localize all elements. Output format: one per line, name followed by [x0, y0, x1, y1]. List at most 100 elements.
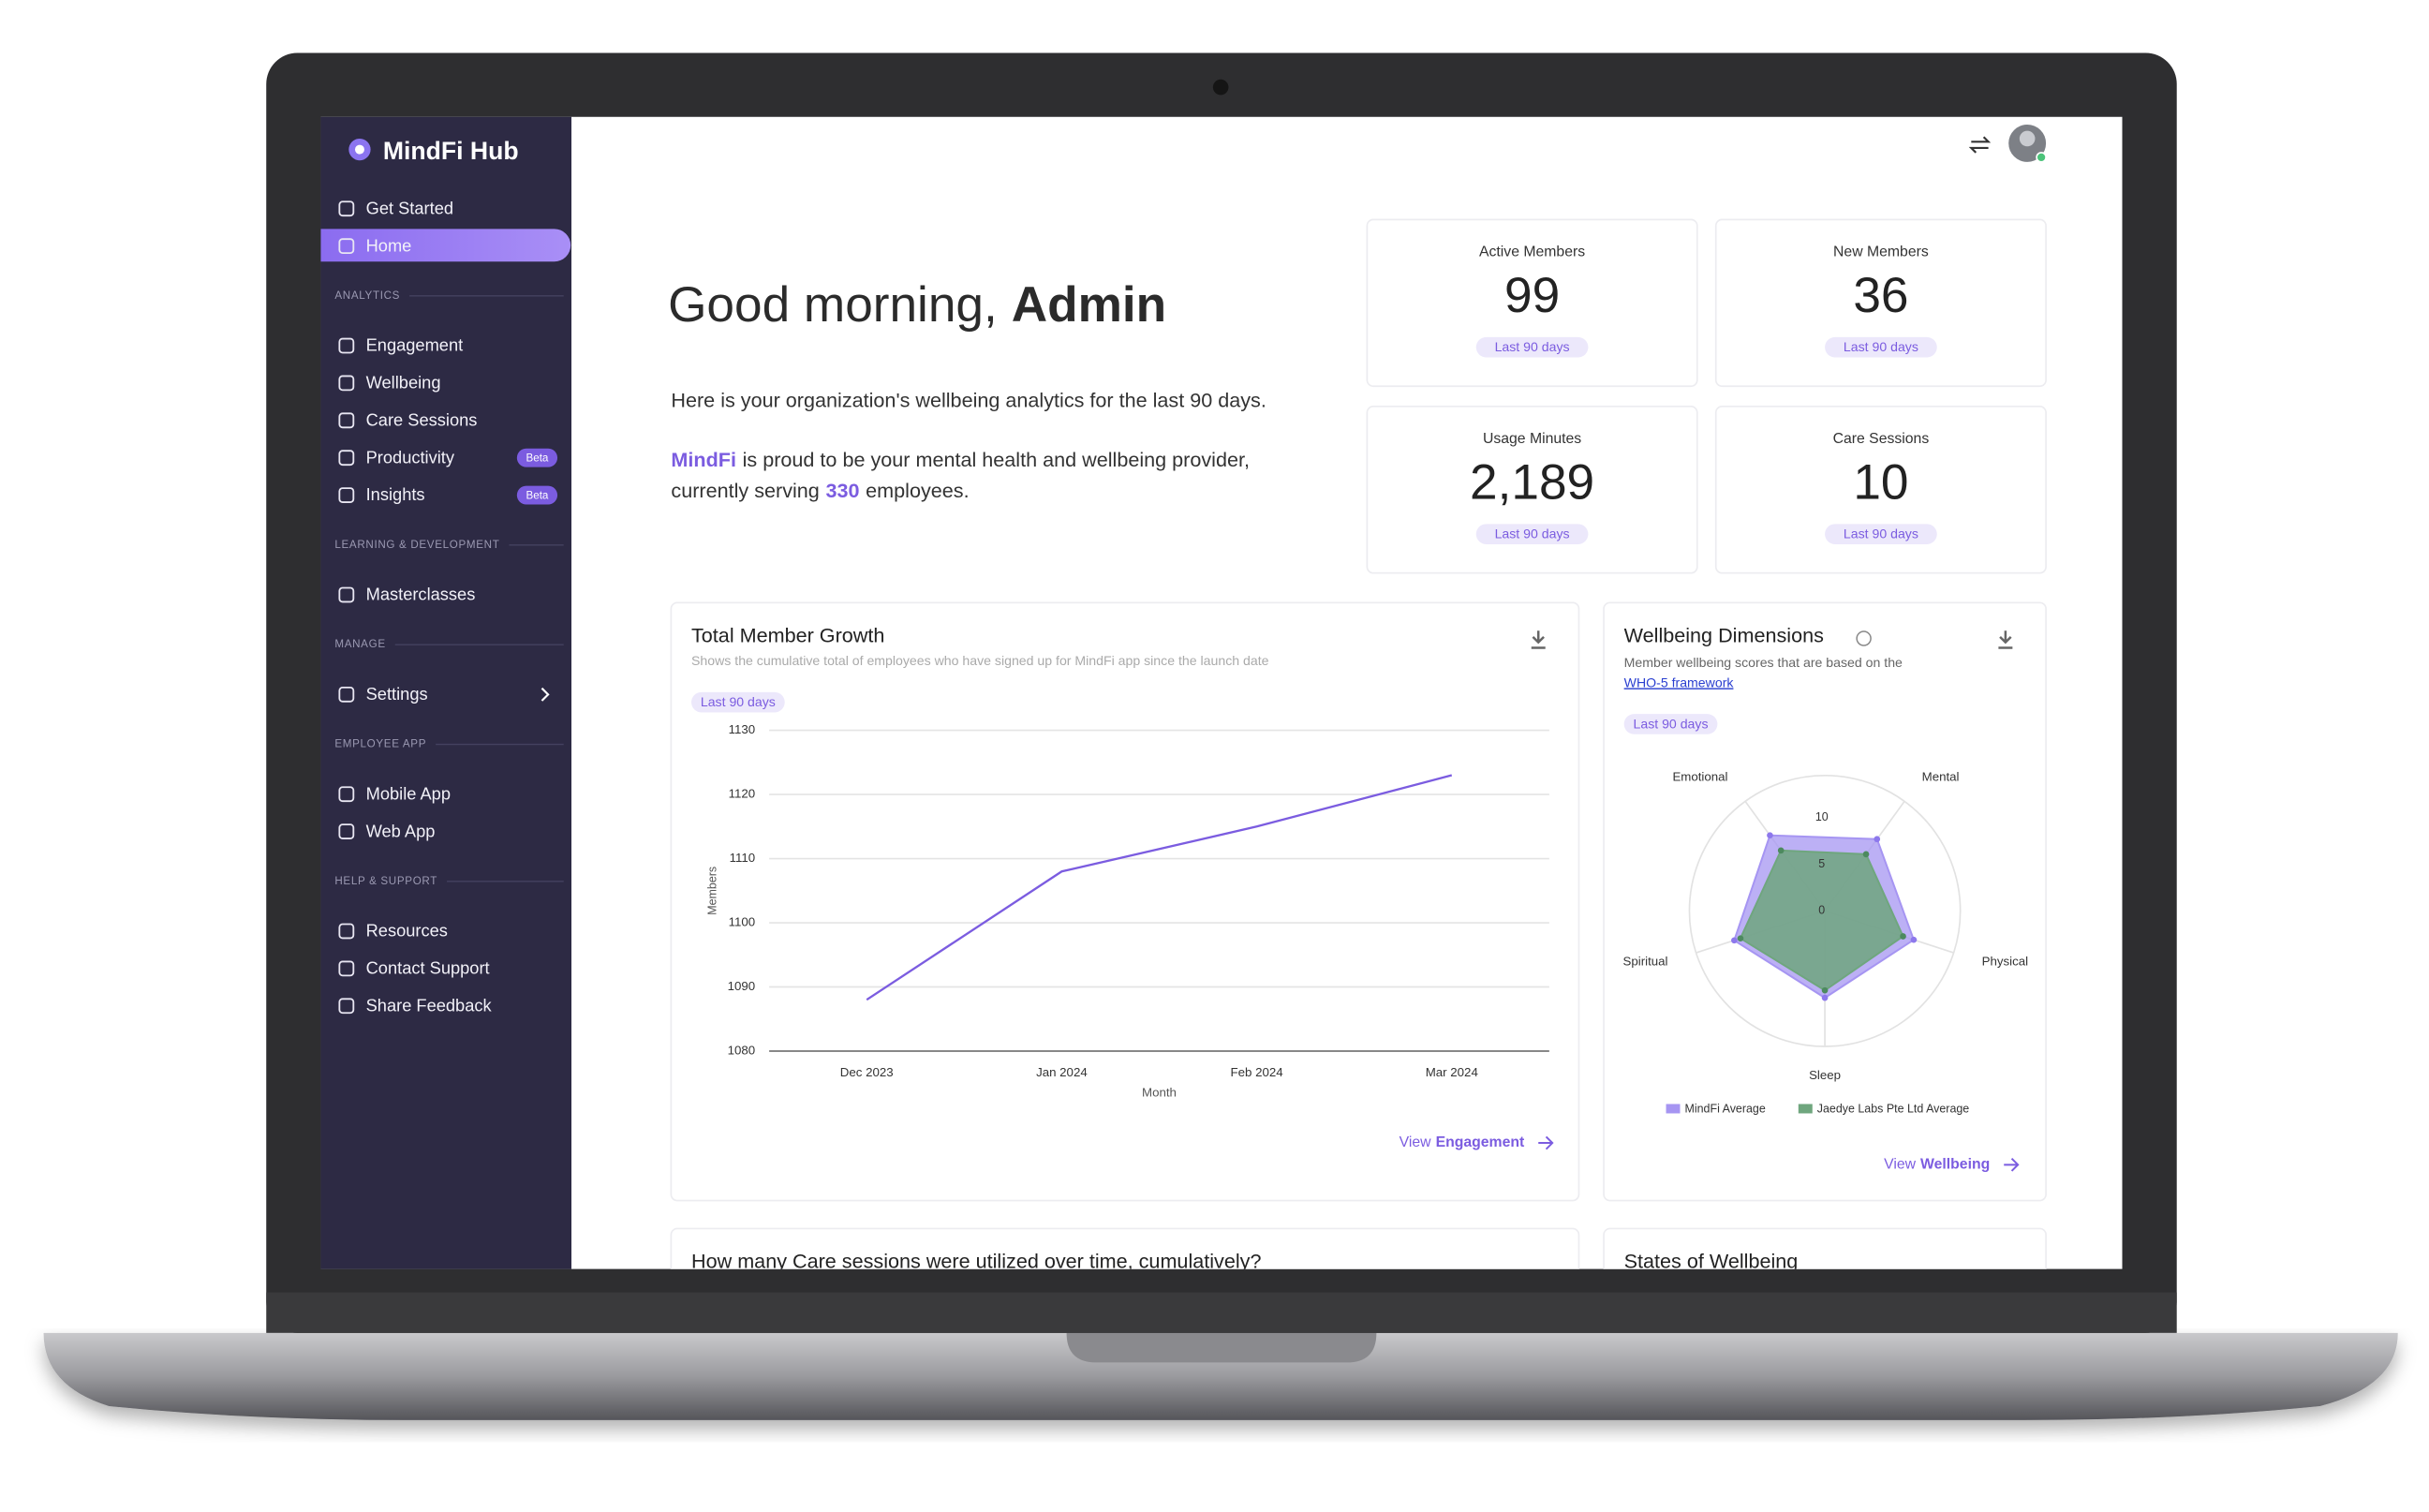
online-dot — [2036, 152, 2047, 163]
period-pill — [1623, 714, 1718, 734]
r-tick-label: 10 — [1815, 810, 1829, 823]
nav-icon — [338, 686, 355, 703]
screen: MindFi Hub Get Started Home ANALYTICS Engag… — [320, 116, 2123, 1273]
y-tick-label: 1120 — [729, 787, 756, 801]
chart-card — [670, 1227, 1580, 1269]
axis-label: Spiritual — [1623, 954, 1668, 968]
download-icon[interactable] — [1998, 630, 2013, 649]
period-pill — [1825, 336, 1937, 358]
nav-active — [320, 229, 571, 262]
radar-area — [1739, 849, 1904, 992]
period-label: Last 90 days — [1844, 526, 1918, 541]
period-pill — [1475, 336, 1589, 358]
nav: Get Started Home ANALYTICS Engagement Wellbe… — [320, 198, 571, 1015]
stat-card — [1714, 406, 2047, 574]
nav-item[interactable]: Masterclasses — [366, 585, 476, 604]
x-axis-label: Month — [1142, 1085, 1177, 1099]
nav-icon — [338, 923, 355, 940]
arrow-icon — [2004, 1157, 2020, 1172]
nav-item[interactable]: Productivity — [366, 447, 455, 467]
period-pill — [691, 691, 785, 713]
nav-item[interactable]: Mobile App — [366, 783, 451, 803]
content: Active Members 99 Last 90 days New Members 3… — [670, 218, 2047, 1273]
view-link[interactable]: View Wellbeing — [1884, 1156, 1990, 1172]
nav-item[interactable]: Resources — [366, 921, 448, 941]
stat-value: 36 — [1853, 268, 1908, 323]
y-tick-label: 1100 — [729, 915, 756, 929]
laptop-base — [43, 1332, 2398, 1420]
link-prefix: View — [1400, 1134, 1432, 1150]
greeting: Good morning, Admin — [668, 277, 1166, 333]
bezel-bottom — [266, 1292, 2177, 1333]
sidebar — [320, 116, 572, 1269]
nav-icon — [338, 586, 355, 603]
stat-label: New Members — [1833, 244, 1929, 259]
period-pill — [1825, 524, 1937, 544]
radar-point — [1767, 832, 1773, 839]
nav-heading: LEARNING & DEVELOPMENT — [334, 539, 499, 551]
radar-point — [1737, 935, 1744, 941]
download-icon[interactable] — [1531, 630, 1546, 649]
chart-title: States of Wellbeing — [1624, 1250, 1799, 1273]
radar-point — [1777, 847, 1785, 854]
y-tick-label: 1110 — [730, 851, 756, 865]
nav-icon — [338, 960, 355, 977]
intro-text: employees. — [866, 479, 969, 502]
radar-point — [1862, 851, 1870, 858]
x-tick-label: Jan 2024 — [1036, 1065, 1088, 1079]
nav-icon — [338, 450, 355, 467]
laptop-notch — [1066, 1332, 1377, 1363]
nav-item[interactable]: Web App — [366, 821, 436, 840]
nav-item[interactable]: Insights — [366, 484, 425, 504]
period-label: Last 90 days — [1634, 716, 1709, 731]
nav-item[interactable]: Wellbeing — [366, 373, 441, 393]
intro-serving: currently serving 330 employees. — [671, 479, 969, 502]
stat-value: 2,189 — [1470, 455, 1594, 511]
beta-label: Beta — [526, 489, 548, 501]
view-link[interactable]: View Engagement — [1400, 1134, 1525, 1150]
radar-point — [1874, 836, 1881, 843]
nav-item[interactable]: Home — [366, 235, 412, 255]
x-tick-label: Dec 2023 — [840, 1065, 894, 1079]
nav-item[interactable]: Contact Support — [366, 958, 490, 978]
stat-card — [1366, 218, 1698, 388]
y-tick-label: 1080 — [728, 1043, 756, 1057]
nav-icon — [338, 487, 355, 503]
chart-subtitle: Shows the cumulative total of employees … — [691, 653, 1269, 668]
chart-title: Total Member Growth — [691, 624, 884, 647]
info-icon — [1856, 630, 1872, 646]
y-tick-label: 1130 — [729, 722, 756, 736]
nav-icon — [338, 238, 355, 255]
stat-label: Active Members — [1479, 244, 1585, 259]
nav-item[interactable]: Care Sessions — [366, 409, 478, 429]
r-tick-label: 0 — [1818, 904, 1825, 917]
growth-line — [866, 774, 1453, 1001]
link-prefix: View — [1884, 1156, 1917, 1172]
nav-heading: HELP & SUPPORT — [334, 875, 437, 887]
period-label: Last 90 days — [701, 694, 776, 709]
legend-swatch — [1666, 1104, 1681, 1114]
brand-mention: MindFi — [671, 448, 736, 471]
salutation: Good morning, — [668, 277, 998, 333]
stat-value: 99 — [1504, 268, 1560, 323]
period-label: Last 90 days — [1495, 526, 1570, 541]
switch-icon[interactable] — [1968, 136, 1992, 154]
period-label: Last 90 days — [1495, 339, 1570, 354]
nav-item[interactable]: Settings — [366, 684, 428, 704]
stat-card — [1366, 406, 1698, 574]
period-pill — [1475, 524, 1589, 544]
y-tick-label: 1090 — [728, 979, 756, 993]
nav-icon — [338, 998, 355, 1015]
chart-subtitle: Member wellbeing scores that are based o… — [1624, 655, 1903, 670]
r-tick-label: 5 — [1818, 857, 1825, 870]
axis-label: Emotional — [1672, 769, 1727, 783]
source-link[interactable]: WHO-5 framework — [1624, 674, 1735, 689]
nav-icon — [338, 412, 355, 429]
nav-item[interactable]: Get Started — [366, 198, 453, 217]
nav-item[interactable]: Engagement — [366, 335, 464, 355]
arrow-icon — [1538, 1135, 1554, 1150]
beta-badge — [516, 485, 558, 505]
nav-item[interactable]: Share Feedback — [366, 995, 493, 1015]
beta-badge — [516, 448, 558, 467]
